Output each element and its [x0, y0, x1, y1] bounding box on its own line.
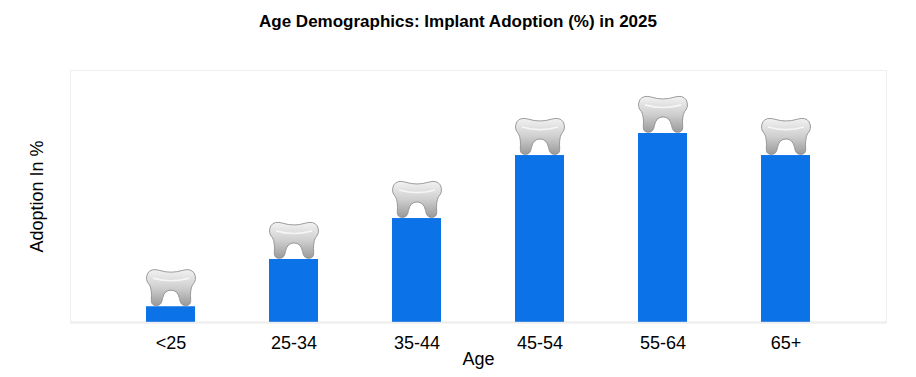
svg-text:35-44: 35-44	[394, 333, 440, 353]
svg-text:Adoption In %: Adoption In %	[27, 140, 47, 252]
svg-text:55-64: 55-64	[640, 333, 686, 353]
html-text:Age Demographics: Implant Adop: Age Demographics: Implant Adoption (%) i…	[259, 12, 657, 31]
svg-text:<25: <25	[156, 333, 187, 353]
svg-text:Age: Age	[462, 349, 494, 369]
svg-text:65+: 65+	[771, 333, 802, 353]
svg-text:45-54: 45-54	[517, 333, 563, 353]
svg-text:25-34: 25-34	[271, 333, 317, 353]
